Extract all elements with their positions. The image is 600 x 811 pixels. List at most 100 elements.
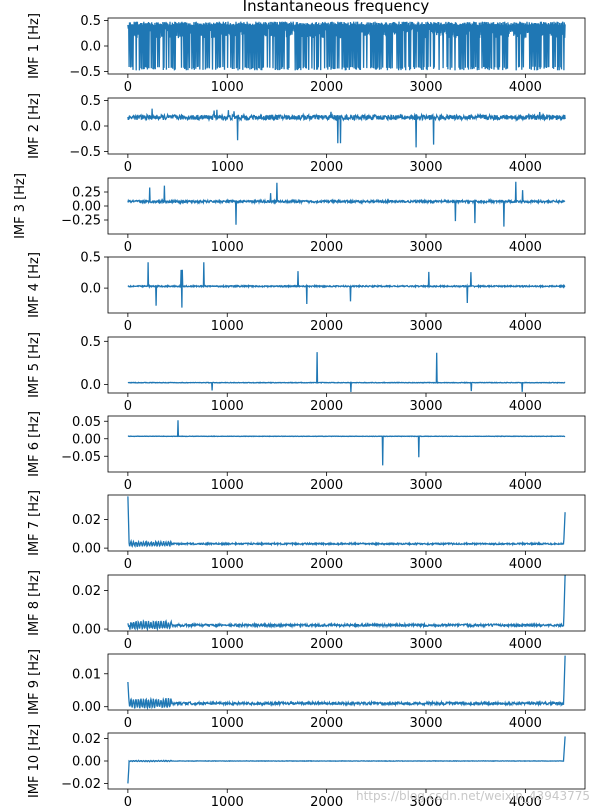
x-tick-label: 4000 — [509, 319, 542, 334]
axes-frame-imf6 — [107, 415, 586, 473]
y-tick-label: 0.00 — [72, 755, 101, 770]
y-tick-label: 0.00 — [72, 432, 101, 447]
x-tick-label: 3000 — [409, 795, 442, 810]
watermark-text: https://blog.csdn.net/weixin_43943775 — [356, 789, 590, 803]
subplot-imf3: 0 1000 2000 3000 4000 −0.250.000.25 IMF 3 [Hz] — [13, 173, 586, 255]
y-axis-label-imf6: IMF 6 [Hz] — [27, 411, 42, 477]
x-tick-label: 2000 — [310, 637, 343, 652]
y-axis-label-imf5: IMF 5 [Hz] — [27, 332, 42, 398]
x-tick-label: 1000 — [211, 80, 244, 95]
y-tick-label: −0.5 — [69, 145, 101, 160]
x-tick-label: 0 — [124, 716, 132, 731]
series-line-imf2 — [127, 108, 566, 148]
x-tick-label: 0 — [124, 160, 132, 175]
axes-frame-imf4 — [107, 256, 586, 314]
series-line-imf3 — [127, 181, 566, 227]
axes-frame-imf8 — [107, 574, 586, 632]
x-tick-label: 4000 — [509, 637, 542, 652]
x-tick-label: 1000 — [211, 399, 244, 414]
y-tick-label: 0.02 — [72, 584, 101, 599]
x-tick-label: 4000 — [509, 160, 542, 175]
y-tick-label: −0.02 — [61, 777, 101, 792]
axes-frame-imf9 — [107, 653, 586, 711]
axes-frame-imf5 — [107, 336, 586, 394]
y-tick-label: 0.0 — [80, 378, 101, 393]
y-tick-label: 0.05 — [72, 415, 101, 430]
series-line-imf10 — [127, 736, 566, 784]
y-axis-label-imf8: IMF 8 [Hz] — [27, 570, 42, 636]
x-tick-label: 1000 — [211, 160, 244, 175]
y-tick-label: 0.02 — [72, 732, 101, 747]
y-axis-label-imf2: IMF 2 [Hz] — [27, 93, 42, 159]
x-tick-label: 1000 — [211, 716, 244, 731]
series-line-imf9 — [127, 655, 566, 710]
x-tick-label: 1000 — [211, 319, 244, 334]
y-tick-label: 0.5 — [80, 335, 101, 350]
series-line-imf7 — [127, 496, 566, 548]
x-tick-label: 2000 — [310, 399, 343, 414]
x-tick-label: 4000 — [509, 240, 542, 255]
x-tick-label: 3000 — [409, 478, 442, 493]
y-axis-label-imf7: IMF 7 [Hz] — [27, 490, 42, 556]
x-tick-label: 2000 — [310, 319, 343, 334]
y-axis-label-imf9: IMF 9 [Hz] — [27, 649, 42, 715]
x-tick-label: 1000 — [211, 557, 244, 572]
x-tick-label: 2000 — [310, 716, 343, 731]
y-axis-label-imf10: IMF 10 [Hz] — [27, 724, 42, 798]
subplot-stack: 0 1000 2000 3000 4000 −0.5 0.0 0.5 IMF 1 [Hz] 0 10… — [13, 13, 586, 810]
x-tick-label: 4000 — [509, 80, 542, 95]
y-axis-label-imf4: IMF 4 [Hz] — [27, 252, 42, 318]
y-tick-label: −0.05 — [61, 450, 101, 465]
x-tick-label: 0 — [124, 399, 132, 414]
axes-frame-imf3 — [107, 177, 586, 235]
x-tick-label: 2000 — [310, 80, 343, 95]
series-line-imf6 — [127, 420, 566, 466]
y-tick-label: 0.01 — [72, 667, 101, 682]
x-tick-label: 2000 — [310, 478, 343, 493]
x-tick-label: 4000 — [509, 399, 542, 414]
subplot-imf7: 0 1000 2000 3000 4000 0.00 0.02 IMF 7 [Hz] — [27, 490, 586, 572]
x-tick-label: 4000 — [509, 795, 542, 810]
x-tick-label: 0 — [124, 557, 132, 572]
y-tick-label: 0.02 — [72, 513, 101, 528]
x-tick-label: 2000 — [310, 160, 343, 175]
x-tick-label: 0 — [124, 637, 132, 652]
x-tick-label: 3000 — [409, 557, 442, 572]
y-tick-label: 0.5 — [80, 14, 101, 29]
x-tick-label: 3000 — [409, 80, 442, 95]
y-tick-label: 0.5 — [80, 94, 101, 109]
x-tick-label: 0 — [124, 478, 132, 493]
y-tick-label: 0.00 — [72, 623, 101, 638]
x-tick-label: 0 — [124, 795, 132, 810]
axes-frame-imf2 — [107, 97, 586, 155]
x-tick-label: 3000 — [409, 637, 442, 652]
y-tick-label: 0.0 — [80, 40, 101, 55]
x-tick-label: 1000 — [211, 795, 244, 810]
y-axis-label-imf3: IMF 3 [Hz] — [13, 173, 28, 239]
x-tick-label: 1000 — [211, 478, 244, 493]
y-tick-label: −0.5 — [69, 65, 101, 80]
x-tick-label: 1000 — [211, 637, 244, 652]
figure-title: Instantaneous frequency — [243, 0, 430, 15]
x-tick-label: 3000 — [409, 240, 442, 255]
x-tick-label: 2000 — [310, 795, 343, 810]
y-tick-label: −0.25 — [61, 214, 101, 229]
x-tick-label: 0 — [124, 80, 132, 95]
x-tick-label: 3000 — [409, 716, 442, 731]
series-line-imf5 — [127, 352, 566, 393]
x-tick-label: 3000 — [409, 319, 442, 334]
x-tick-label: 2000 — [310, 240, 343, 255]
x-tick-label: 0 — [124, 319, 132, 334]
subplot-imf6: 0 1000 2000 3000 4000 −0.05 0.00 0.05 IMF 6 [Hz] — [27, 411, 586, 493]
subplot-imf2: 0 1000 2000 3000 4000 −0.5 0.0 0.5 IMF 2 [Hz] — [27, 93, 586, 175]
subplot-imf1: 0 1000 2000 3000 4000 −0.5 0.0 0.5 IMF 1 [Hz] — [27, 13, 586, 95]
x-tick-label: 0 — [124, 240, 132, 255]
x-tick-label: 4000 — [509, 716, 542, 731]
subplot-imf9: 0 1000 2000 3000 4000 0.00 0.01 IMF 9 [Hz] — [27, 649, 586, 731]
subplot-imf10: 0 1000 2000 3000 4000 −0.02 0.00 0.02 IMF 10 [Hz… — [27, 724, 586, 810]
axes-frame-imf7 — [107, 494, 586, 552]
x-tick-label: 2000 — [310, 557, 343, 572]
x-tick-label: 4000 — [509, 478, 542, 493]
x-tick-label: 3000 — [409, 399, 442, 414]
